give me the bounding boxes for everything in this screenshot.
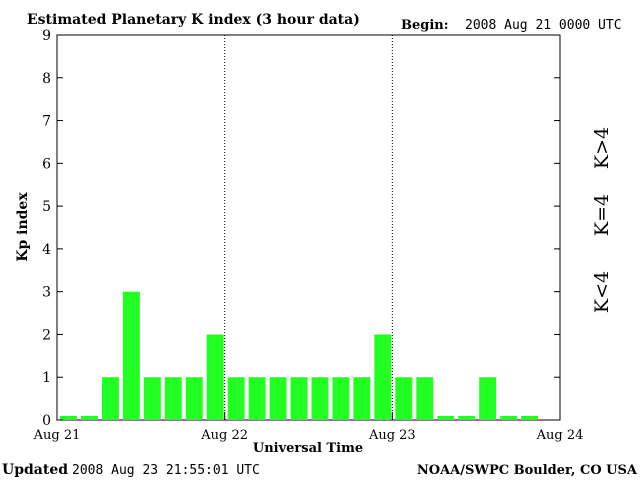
begin-label: Begin: bbox=[401, 18, 449, 33]
day-boundary-lines bbox=[224, 35, 393, 420]
x-tick-label: Aug 21 bbox=[33, 428, 81, 443]
kp-bar bbox=[143, 377, 161, 420]
kp-bar bbox=[80, 416, 98, 420]
y-tick-label: 3 bbox=[42, 285, 51, 301]
x-tick-label: Aug 24 bbox=[536, 428, 584, 443]
updated-label: Updated bbox=[2, 462, 68, 478]
y-axis-label: Kp index bbox=[15, 192, 31, 262]
legend-k-greater-than-4: K>4 bbox=[591, 127, 613, 169]
x-tick-label: Aug 22 bbox=[200, 428, 248, 443]
kp-bar bbox=[206, 334, 224, 420]
kp-bar bbox=[500, 416, 518, 420]
kp-bar bbox=[269, 377, 287, 420]
x-tick-label: Aug 23 bbox=[368, 428, 416, 443]
begin-value: 2008 Aug 21 0000 UTC bbox=[465, 18, 622, 33]
y-tick-label: 9 bbox=[42, 28, 51, 44]
updated-value: 2008 Aug 23 21:55:01 UTC bbox=[72, 463, 260, 478]
y-axis: 0 1 2 3 4 5 6 7 8 9 bbox=[42, 28, 560, 429]
kp-bar bbox=[60, 416, 77, 420]
y-tick-label: 5 bbox=[42, 199, 51, 215]
plot-frame bbox=[56, 34, 561, 421]
kp-bar bbox=[311, 377, 329, 420]
y-tick-label: 1 bbox=[42, 370, 51, 386]
kp-bar bbox=[290, 377, 308, 420]
y-tick-label: 7 bbox=[42, 114, 51, 130]
kp-bar bbox=[164, 377, 182, 420]
kp-bar bbox=[101, 377, 119, 420]
legend-k-equals-4: K=4 bbox=[591, 194, 613, 236]
kp-bar bbox=[395, 377, 413, 420]
kp-bar bbox=[437, 416, 455, 420]
chart-title: Estimated Planetary K index (3 hour data… bbox=[27, 12, 360, 28]
kp-bar bbox=[416, 377, 434, 420]
legend-k-less-than-4: K<4 bbox=[591, 271, 613, 313]
y-tick-label: 4 bbox=[42, 242, 51, 258]
x-axis-label: Universal Time bbox=[253, 441, 363, 456]
kp-bar bbox=[227, 377, 245, 420]
kp-bar bbox=[185, 377, 203, 420]
kp-bar bbox=[458, 416, 476, 420]
y-tick-label: 0 bbox=[42, 413, 51, 429]
source-credit: NOAA/SWPC Boulder, CO USA bbox=[417, 463, 638, 478]
kp-bar bbox=[248, 377, 266, 420]
kp-bar bbox=[332, 377, 350, 420]
kp-bar bbox=[479, 377, 497, 420]
kp-bar bbox=[122, 291, 140, 420]
y-tick-label: 8 bbox=[42, 71, 51, 87]
x-axis: Aug 21 Aug 22 Aug 23 Aug 24 bbox=[33, 412, 584, 443]
y-tick-label: 2 bbox=[42, 327, 51, 343]
kp-bar bbox=[374, 334, 392, 420]
kp-bar bbox=[521, 416, 539, 420]
bars-group bbox=[60, 291, 539, 420]
y-tick-label: 6 bbox=[42, 156, 51, 172]
kp-bar bbox=[353, 377, 371, 420]
